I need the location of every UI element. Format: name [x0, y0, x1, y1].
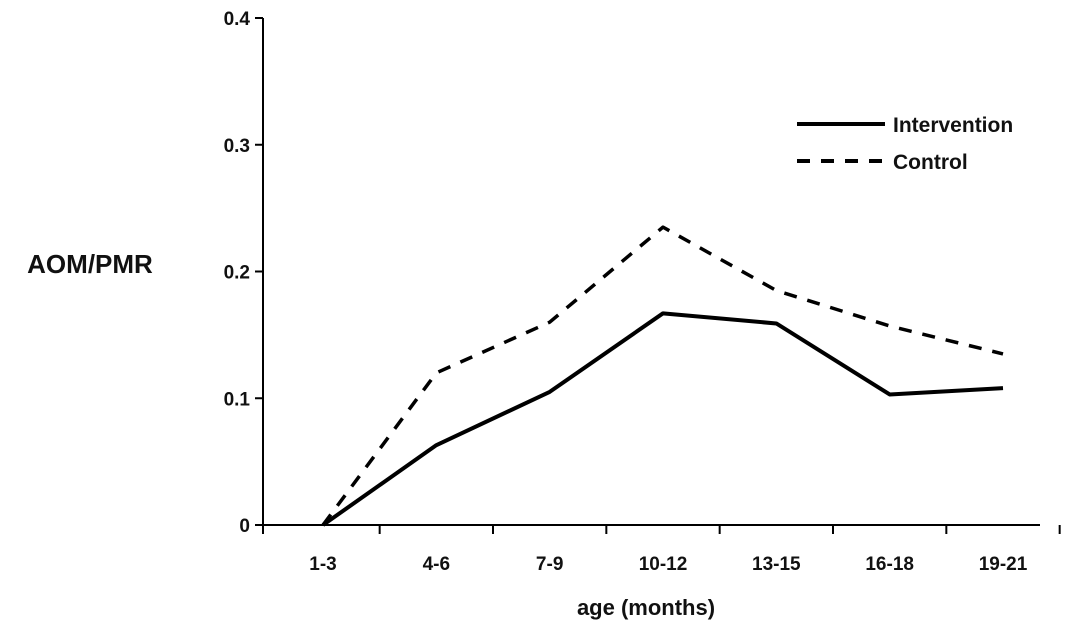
x-tick-label: 10-12 [639, 554, 688, 575]
y-tick-label: 0.1 [224, 389, 251, 410]
legend-label-control: Control [893, 151, 968, 174]
series-line-intervention [321, 311, 1004, 527]
x-tick-label: 1-3 [309, 554, 336, 575]
y-tick-label: 0 [239, 516, 250, 537]
axes: 0 0.1 0.2 0.3 0.4 1-3 4-6 7-9 10-12 13-15 16-18 19-… [224, 9, 1061, 575]
series-line-control [321, 225, 1004, 527]
x-tick-label: 19-21 [979, 554, 1028, 575]
y-axis-title: AOM/PMR [27, 249, 153, 279]
x-tick-label: 13-15 [752, 554, 801, 575]
series-lines [321, 225, 1004, 527]
x-tick-label: 7-9 [536, 554, 563, 575]
x-tick-label: 16-18 [865, 554, 914, 575]
y-tick-label: 0.3 [224, 136, 250, 157]
x-axis-title: age (months) [577, 595, 715, 620]
y-tick-label: 0.2 [224, 263, 250, 284]
legend: Intervention Control [797, 114, 1013, 174]
y-tick-label: 0.4 [224, 9, 251, 30]
x-tick-label: 4-6 [423, 554, 450, 575]
legend-label-intervention: Intervention [893, 114, 1013, 137]
